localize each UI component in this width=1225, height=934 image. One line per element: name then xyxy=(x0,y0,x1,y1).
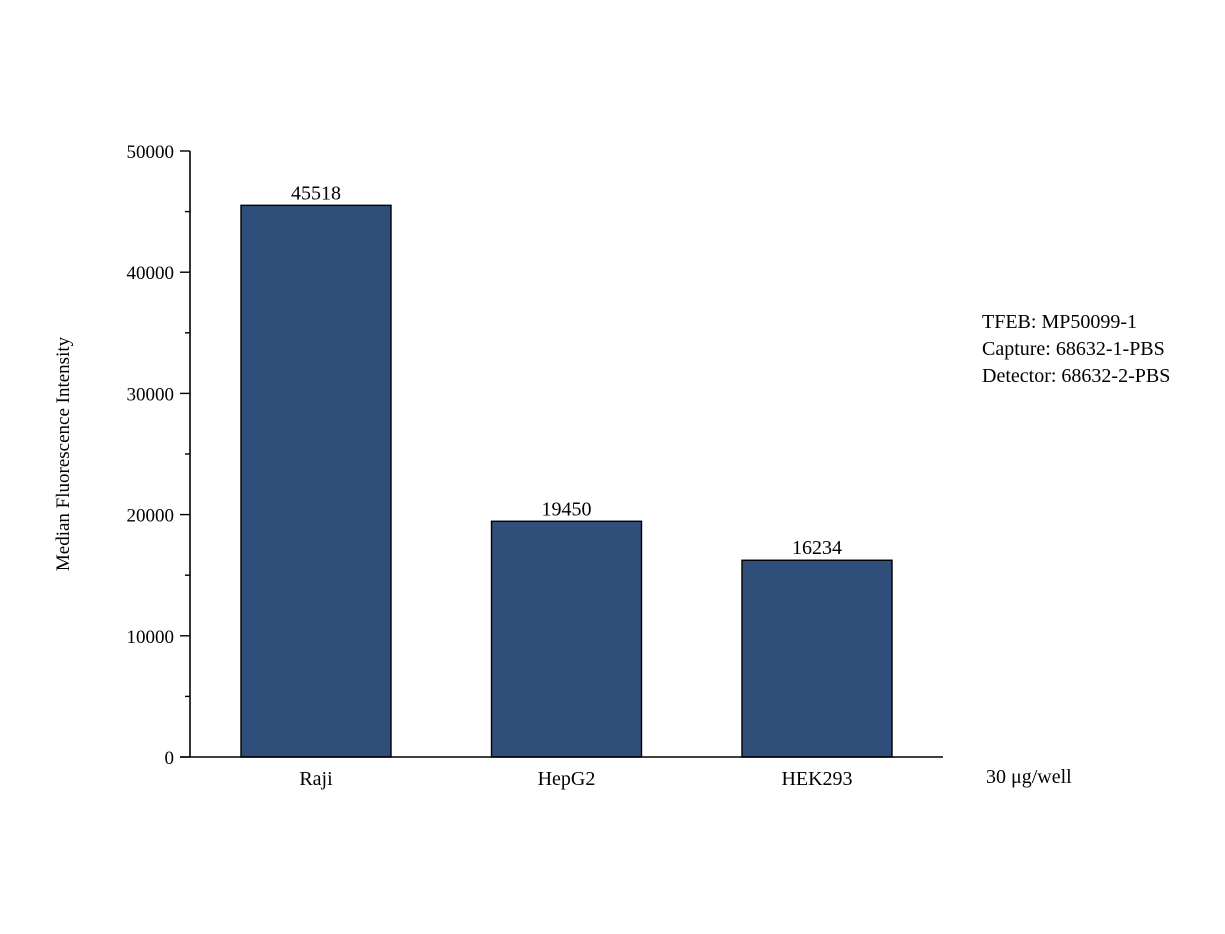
category-label-hek293: HEK293 xyxy=(781,768,852,790)
y-tick-label: 20000 xyxy=(127,506,175,527)
bar-hepg2 xyxy=(490,520,643,758)
bar-hek293 xyxy=(741,559,893,758)
category-label-raji: Raji xyxy=(299,768,333,790)
data-label-hek293: 16234 xyxy=(792,537,842,559)
dose-note: 30 μg/well xyxy=(986,766,1072,788)
y-tick-label: 50000 xyxy=(127,142,175,163)
data-label-hepg2: 19450 xyxy=(542,498,592,520)
data-label-raji: 45518 xyxy=(291,182,341,204)
category-label-hepg2: HepG2 xyxy=(538,768,596,790)
annotation-block: TFEB: MP50099-1 Capture: 68632-1-PBS Det… xyxy=(982,309,1170,390)
annotation-tfeb: TFEB: MP50099-1 xyxy=(982,311,1138,333)
bars xyxy=(240,204,893,758)
data-labels: 45518 19450 16234 xyxy=(291,182,842,559)
category-labels: Raji HepG2 HEK293 xyxy=(299,768,852,790)
annotation-capture: Capture: 68632-1-PBS xyxy=(982,338,1165,360)
y-tick-label: 40000 xyxy=(127,263,175,284)
annotation-detector: Detector: 68632-2-PBS xyxy=(982,365,1171,387)
y-tick-label: 30000 xyxy=(127,384,175,405)
y-axis-ticks: 0 10000 20000 30000 40000 50000 xyxy=(127,142,190,769)
y-axis-label: Median Fluorescence Intensity xyxy=(53,336,74,571)
bar-raji xyxy=(240,204,392,758)
y-tick-label: 10000 xyxy=(127,627,175,648)
y-tick-label: 0 xyxy=(165,748,175,769)
